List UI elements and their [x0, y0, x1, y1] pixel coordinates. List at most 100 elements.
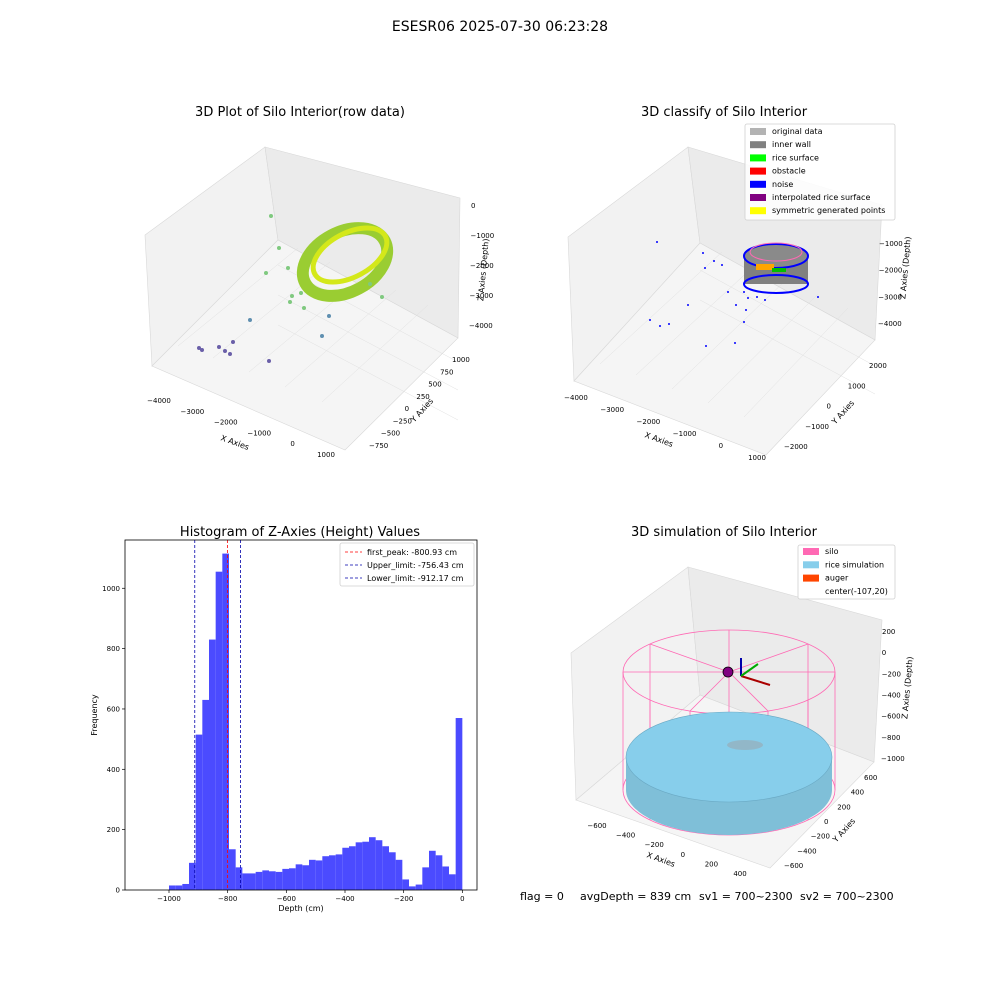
classify-legend-label: noise	[772, 180, 793, 189]
histogram-y-tick-label: 1000	[102, 585, 120, 593]
classify-legend-label: interpolated rice surface	[772, 193, 870, 202]
classify-legend-swatch	[750, 180, 766, 188]
classify-floor-pane	[573, 242, 876, 456]
histogram-bar	[169, 885, 176, 890]
raw-z-tick: 0	[471, 202, 475, 210]
histogram-bar	[215, 571, 223, 890]
raw-scatter-points	[264, 214, 384, 310]
sim-legend-swatch	[803, 574, 819, 582]
sim-rice-top	[625, 711, 833, 803]
histogram-y-tick-label: 400	[107, 766, 120, 774]
classify-legend-swatch	[750, 128, 766, 135]
histogram-bar	[182, 883, 189, 890]
classify-legend-label: rice surface	[772, 153, 819, 162]
raw-floor-pane	[151, 239, 459, 451]
classify-legend-label: obstacle	[772, 167, 806, 176]
classify-legend-swatch	[750, 167, 766, 175]
classify-x-axis-label: X Axies	[643, 430, 674, 449]
sim-y-axis-label: Y Axies	[830, 817, 857, 845]
sim-y-tick: −600	[784, 862, 803, 870]
classify-y-axis-label: Y Axies	[829, 399, 856, 427]
classify-x-tick: −1000	[673, 430, 697, 438]
classify-y-tick: 0	[827, 403, 831, 411]
classify-legend-label: symmetric generated points	[772, 206, 885, 215]
classify-x-tick: −2000	[637, 418, 661, 426]
histogram-bar	[449, 874, 456, 890]
histogram-x-ticks: −1000 −800 −600 −400 −200 0	[157, 890, 465, 903]
sim-z-tick: 0	[882, 649, 886, 657]
histogram-y-tick-label: 200	[107, 826, 120, 834]
sim-y-tick: 600	[864, 774, 877, 782]
histogram-x-tick-label: −400	[335, 895, 354, 903]
sim-legend-swatch	[803, 561, 819, 569]
histogram-bar	[242, 873, 249, 890]
sim-x-tick: −200	[645, 841, 664, 849]
raw-y-tick: −250	[393, 417, 412, 425]
sim-z-tick: −400	[882, 692, 901, 700]
histogram-bar	[375, 840, 383, 890]
histogram-x-tick-label: −600	[277, 895, 296, 903]
classify-z-tick-labels: −1000 −2000 −3000 −4000	[878, 240, 903, 328]
classify-noise-points	[649, 241, 819, 347]
histogram-bar	[209, 639, 216, 890]
classify-y-tick: −1000	[805, 423, 829, 431]
histogram-bar	[175, 885, 183, 890]
histogram-legend-items: first_peak: -800.93 cm Upper_limit: -756.…	[345, 548, 464, 583]
classify-wall-bottom	[743, 274, 809, 294]
raw-z-tick: −2000	[470, 262, 494, 270]
classify-legend-swatch	[750, 194, 766, 201]
histogram-bar	[362, 841, 369, 890]
sim-legend-swatch	[803, 548, 819, 555]
sim-x-axis-label: X Axies	[645, 850, 676, 869]
histogram-bar	[235, 867, 243, 890]
raw-y-tick: 500	[428, 381, 441, 389]
classify-legend-label: inner wall	[772, 140, 811, 149]
histogram-bar	[289, 868, 296, 890]
raw-y-tick: 1000	[452, 356, 470, 364]
raw-x-tick-labels: −4000 −3000 −2000 −1000 0 1000	[147, 397, 335, 459]
classify-x-tick: −4000	[564, 394, 588, 402]
status-avg-depth: avgDepth = 839 cm	[580, 890, 691, 903]
sim-auger	[722, 658, 771, 686]
histogram-x-tick-label: −1000	[157, 895, 181, 903]
raw-z-tick: −4000	[469, 322, 493, 330]
sim-rice-depression	[727, 740, 763, 750]
classify-x-tick: 1000	[748, 454, 766, 462]
sim-y-tick: −200	[811, 833, 830, 841]
classify-x-tick: −3000	[600, 406, 624, 414]
histogram-x-tick-label: −200	[394, 895, 413, 903]
histogram-bar	[295, 864, 303, 890]
histogram-bar	[282, 868, 289, 890]
classify-y-tick-labels: −2000 −1000 0 1000 2000	[784, 362, 887, 451]
classify-legend-label: original data	[772, 127, 823, 136]
raw-x-tick: 0	[290, 440, 294, 448]
classify-obstacle-points	[756, 264, 774, 270]
sim-z-tick: −200	[882, 670, 901, 678]
histogram-bar	[402, 879, 409, 890]
histogram-reference-lines	[194, 540, 241, 890]
histogram-bar	[382, 846, 389, 890]
panel-raw-3d: 3D Plot of Silo Interior(row data)	[144, 105, 494, 459]
sim-legend-label: auger	[825, 574, 849, 583]
figure-title: ESESR06 2025-07-30 06:23:28	[392, 19, 608, 35]
classify-rice-surface-points	[772, 268, 786, 272]
histogram-bar	[349, 846, 356, 890]
sim-rice-surface	[625, 711, 833, 835]
histogram-y-ticks: 0 200 400 600 800 1000	[102, 585, 125, 895]
panel-raw-title: 3D Plot of Silo Interior(row data)	[195, 105, 405, 120]
histogram-bar	[335, 854, 343, 890]
panel-classify-title: 3D classify of Silo Interior	[641, 105, 808, 120]
panel-simulation-3d: 3D simulation of Silo Interior	[570, 525, 915, 878]
sim-x-tick: 400	[733, 870, 746, 878]
classify-z-tick: −1000	[879, 240, 903, 248]
sim-z-tick: −800	[881, 734, 900, 742]
raw-z-tick: −3000	[470, 292, 494, 300]
histogram-bar	[269, 871, 276, 890]
raw-point-cloud	[197, 214, 394, 363]
histogram-bar	[322, 856, 329, 890]
panel-histogram: Histogram of Z-Axies (Height) Values −10…	[90, 525, 478, 913]
raw-scatter-low	[248, 314, 331, 338]
histogram-bar	[275, 871, 283, 890]
